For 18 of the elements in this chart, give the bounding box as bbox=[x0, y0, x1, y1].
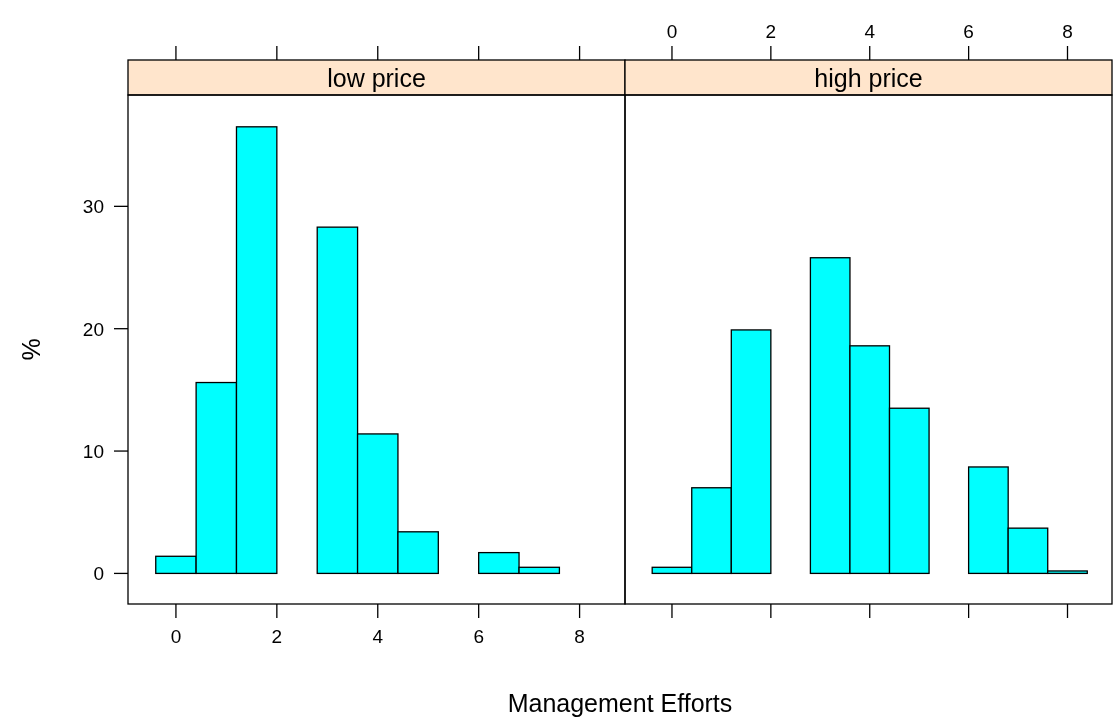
x-tick-label: 0 bbox=[666, 21, 678, 42]
x-tick-label: 8 bbox=[1062, 21, 1073, 42]
x-tick-label: 8 bbox=[574, 626, 585, 647]
y-tick-label: 20 bbox=[82, 318, 104, 340]
y-tick-label: 10 bbox=[82, 441, 104, 463]
x-tick-label: 6 bbox=[963, 21, 974, 42]
x-tick-label: 0 bbox=[170, 626, 182, 647]
x-tick-label: 2 bbox=[271, 626, 283, 647]
y-tick-label: 0 bbox=[93, 563, 104, 585]
x-tick-label: 6 bbox=[473, 626, 484, 647]
y-tick-label: 30 bbox=[82, 196, 104, 218]
y-axis-title: % bbox=[17, 338, 45, 361]
chart-title: high price bbox=[814, 63, 923, 92]
chart-title: low price bbox=[327, 63, 426, 92]
x-tick-label: 4 bbox=[864, 21, 876, 42]
x-tick-label: 4 bbox=[372, 626, 384, 647]
x-tick-label: 2 bbox=[765, 21, 777, 42]
x-axis-title: Management Efforts bbox=[507, 689, 733, 717]
